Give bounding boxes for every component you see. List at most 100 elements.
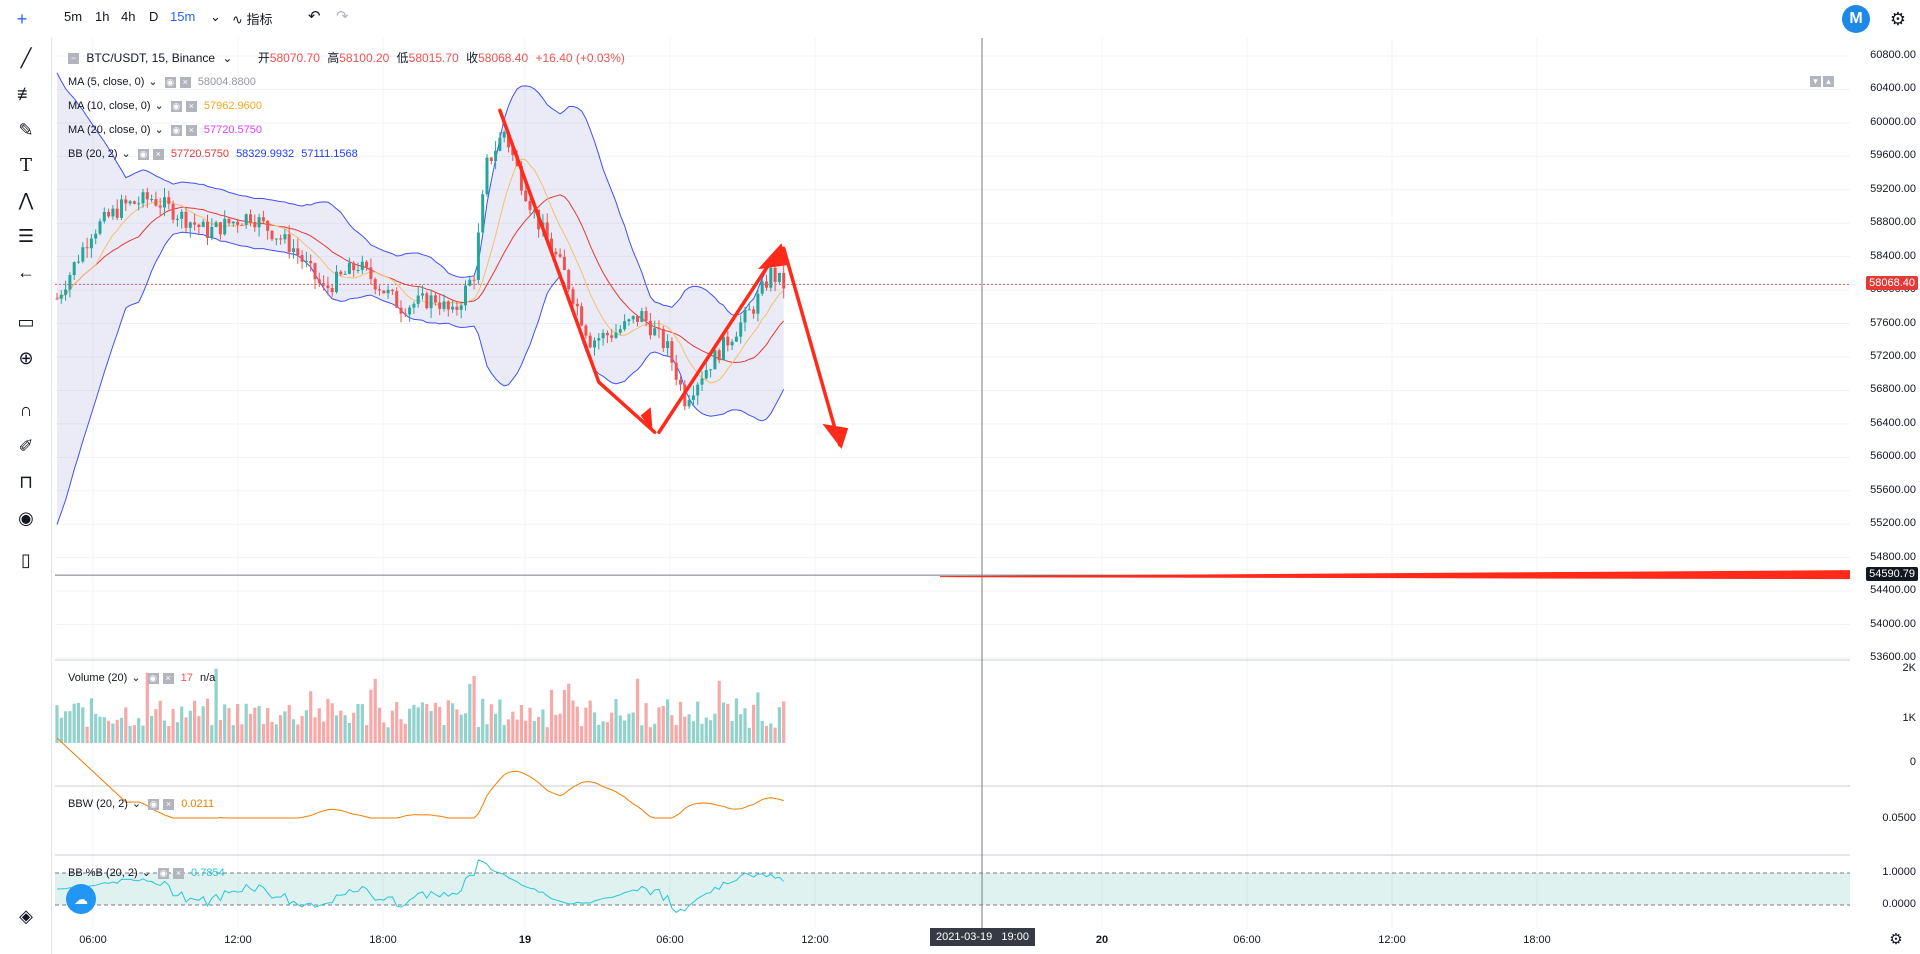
bbpb-visibility-icon[interactable]: ◉ <box>157 867 169 879</box>
bbw-dropdown-icon[interactable]: ⌄ <box>131 798 142 810</box>
bbw-visibility-icon[interactable]: ◉ <box>148 798 160 810</box>
interval-d[interactable]: D <box>149 9 159 24</box>
candle-body <box>356 269 360 271</box>
pane-maximize-icon[interactable]: ▴ <box>1823 76 1834 87</box>
candle-body <box>722 336 725 361</box>
ma10-visibility-icon[interactable]: ◉ <box>170 100 182 112</box>
indicators-button[interactable]: ∿ 指标 <box>232 9 273 28</box>
volume-bar <box>485 724 489 743</box>
candle-body <box>730 341 734 346</box>
volume-extra: n/a <box>199 672 216 684</box>
candle-body <box>631 316 635 320</box>
interval-1h[interactable]: 1h <box>95 9 110 24</box>
bb-dropdown-icon[interactable]: ⌄ <box>121 148 131 160</box>
volume-bar <box>356 703 360 743</box>
bb-remove-icon[interactable]: × <box>152 148 164 160</box>
volume-bar <box>279 715 283 743</box>
bbw-line <box>56 737 784 819</box>
zoom-in-icon[interactable]: ⊕ <box>18 348 34 368</box>
crosshair-icon[interactable]: + <box>16 9 28 29</box>
candle-body <box>218 222 222 235</box>
volume-remove-icon[interactable]: × <box>162 672 174 684</box>
ma20-visibility-icon[interactable]: ◉ <box>170 124 182 136</box>
price-tick-label: 57200.00 <box>1870 350 1916 362</box>
arrowhead <box>822 423 849 449</box>
brush-icon[interactable]: ✎ <box>18 120 34 140</box>
volume-bar <box>631 712 635 743</box>
candle-body <box>124 199 128 204</box>
ma10-remove-icon[interactable]: × <box>185 100 197 112</box>
time-axis-settings-icon[interactable]: ⚙ <box>1889 931 1903 948</box>
interval-5m[interactable]: 5m <box>64 9 83 24</box>
layers-icon[interactable]: ◈ <box>19 906 33 926</box>
candle-body <box>102 211 106 222</box>
candle-body <box>339 271 343 275</box>
candle-body <box>717 350 721 361</box>
eye-icon[interactable]: ◉ <box>18 508 34 528</box>
candle-body <box>266 220 270 231</box>
symbol-dropdown-icon[interactable]: ⌄ <box>222 51 233 65</box>
price-tick-label: 59600.00 <box>1870 149 1916 162</box>
candle-body <box>55 298 59 300</box>
volume-bar <box>180 706 184 743</box>
candle-body <box>623 321 627 330</box>
text-tool-icon[interactable]: T <box>19 155 32 176</box>
drawn-projection-arrow <box>781 246 842 447</box>
unlock-icon[interactable]: ⊓ <box>18 472 34 492</box>
bbpb-remove-icon[interactable]: × <box>172 867 184 879</box>
volume-bar <box>580 726 584 743</box>
prediction-icon[interactable]: ☰ <box>17 226 35 246</box>
bb-visibility-icon[interactable]: ◉ <box>137 148 149 160</box>
ma5-dropdown-icon[interactable]: ⌄ <box>148 76 158 88</box>
settings-gear-icon[interactable]: ⚙ <box>1889 9 1907 29</box>
candle-body <box>279 238 283 240</box>
price-axis[interactable]: 60800.00 60400.00 60000.00 59600.00 59200.00… <box>1850 38 1920 938</box>
pane-collapse-icon[interactable]: ▾ <box>1810 76 1821 87</box>
volume-bar <box>158 700 162 743</box>
volume-bar <box>494 713 498 743</box>
redo-icon[interactable]: ↷ <box>336 8 349 25</box>
volume-bar <box>433 702 437 743</box>
bbw-remove-icon[interactable]: × <box>163 798 175 810</box>
ma5-title: MA (5, close, 0) <box>68 76 145 88</box>
time-axis[interactable]: 06:00 12:00 18:00 19 06:00 12:00 20 06:00 12:00 1… <box>55 928 1850 954</box>
undo-icon[interactable]: ↶ <box>308 8 321 25</box>
volume-legend: Volume (20) ⌄ ◉ × 17 n/a <box>68 671 219 684</box>
ma20-dropdown-icon[interactable]: ⌄ <box>154 124 164 136</box>
candle-body <box>782 272 786 289</box>
fib-retracement-icon[interactable]: ≢ <box>17 84 35 104</box>
interval-dropdown-icon[interactable]: ⌄ <box>210 9 221 24</box>
lock-drawing-icon[interactable]: ✐ <box>18 436 34 456</box>
volume-bar <box>81 707 85 743</box>
candle-body <box>704 370 708 379</box>
chart-canvas[interactable] <box>55 38 1850 938</box>
volume-bar <box>115 719 119 743</box>
collapse-legend-icon[interactable]: − <box>68 53 79 65</box>
ma20-remove-icon[interactable]: × <box>185 124 197 136</box>
magnet-icon[interactable]: ∩ <box>19 400 33 420</box>
ma5-visibility-icon[interactable]: ◉ <box>164 76 176 88</box>
cloud-icon[interactable]: ☁ <box>66 884 96 914</box>
time-tick-label: 12:00 <box>801 934 829 946</box>
candle-body <box>240 224 244 226</box>
bbpb-dropdown-icon[interactable]: ⌄ <box>141 867 151 879</box>
interval-4h[interactable]: 4h <box>121 9 136 24</box>
brand-logo-icon: M <box>1842 5 1870 33</box>
pattern-icon[interactable]: ⋀ <box>18 190 34 210</box>
trash-icon[interactable]: ▯ <box>21 550 31 570</box>
volume-bar <box>592 712 597 743</box>
candle-body <box>769 267 773 288</box>
trend-line-icon[interactable]: ╱ <box>20 48 32 68</box>
price-tick-label: 54400.00 <box>1870 584 1916 597</box>
ma5-remove-icon[interactable]: × <box>179 76 191 88</box>
volume-bar <box>210 725 214 743</box>
volume-visibility-icon[interactable]: ◉ <box>147 672 159 684</box>
bbpb-legend: BB %B (20, 2) ⌄ ◉ × 0.7854 <box>68 866 229 879</box>
volume-bar <box>94 713 98 743</box>
volume-bar <box>98 716 102 743</box>
back-arrow-icon[interactable]: ← <box>17 262 35 282</box>
ruler-icon[interactable]: ▭ <box>17 312 35 332</box>
ma10-dropdown-icon[interactable]: ⌄ <box>154 100 164 112</box>
volume-dropdown-icon[interactable]: ⌄ <box>131 672 141 684</box>
interval-15m[interactable]: 15m <box>170 9 196 24</box>
